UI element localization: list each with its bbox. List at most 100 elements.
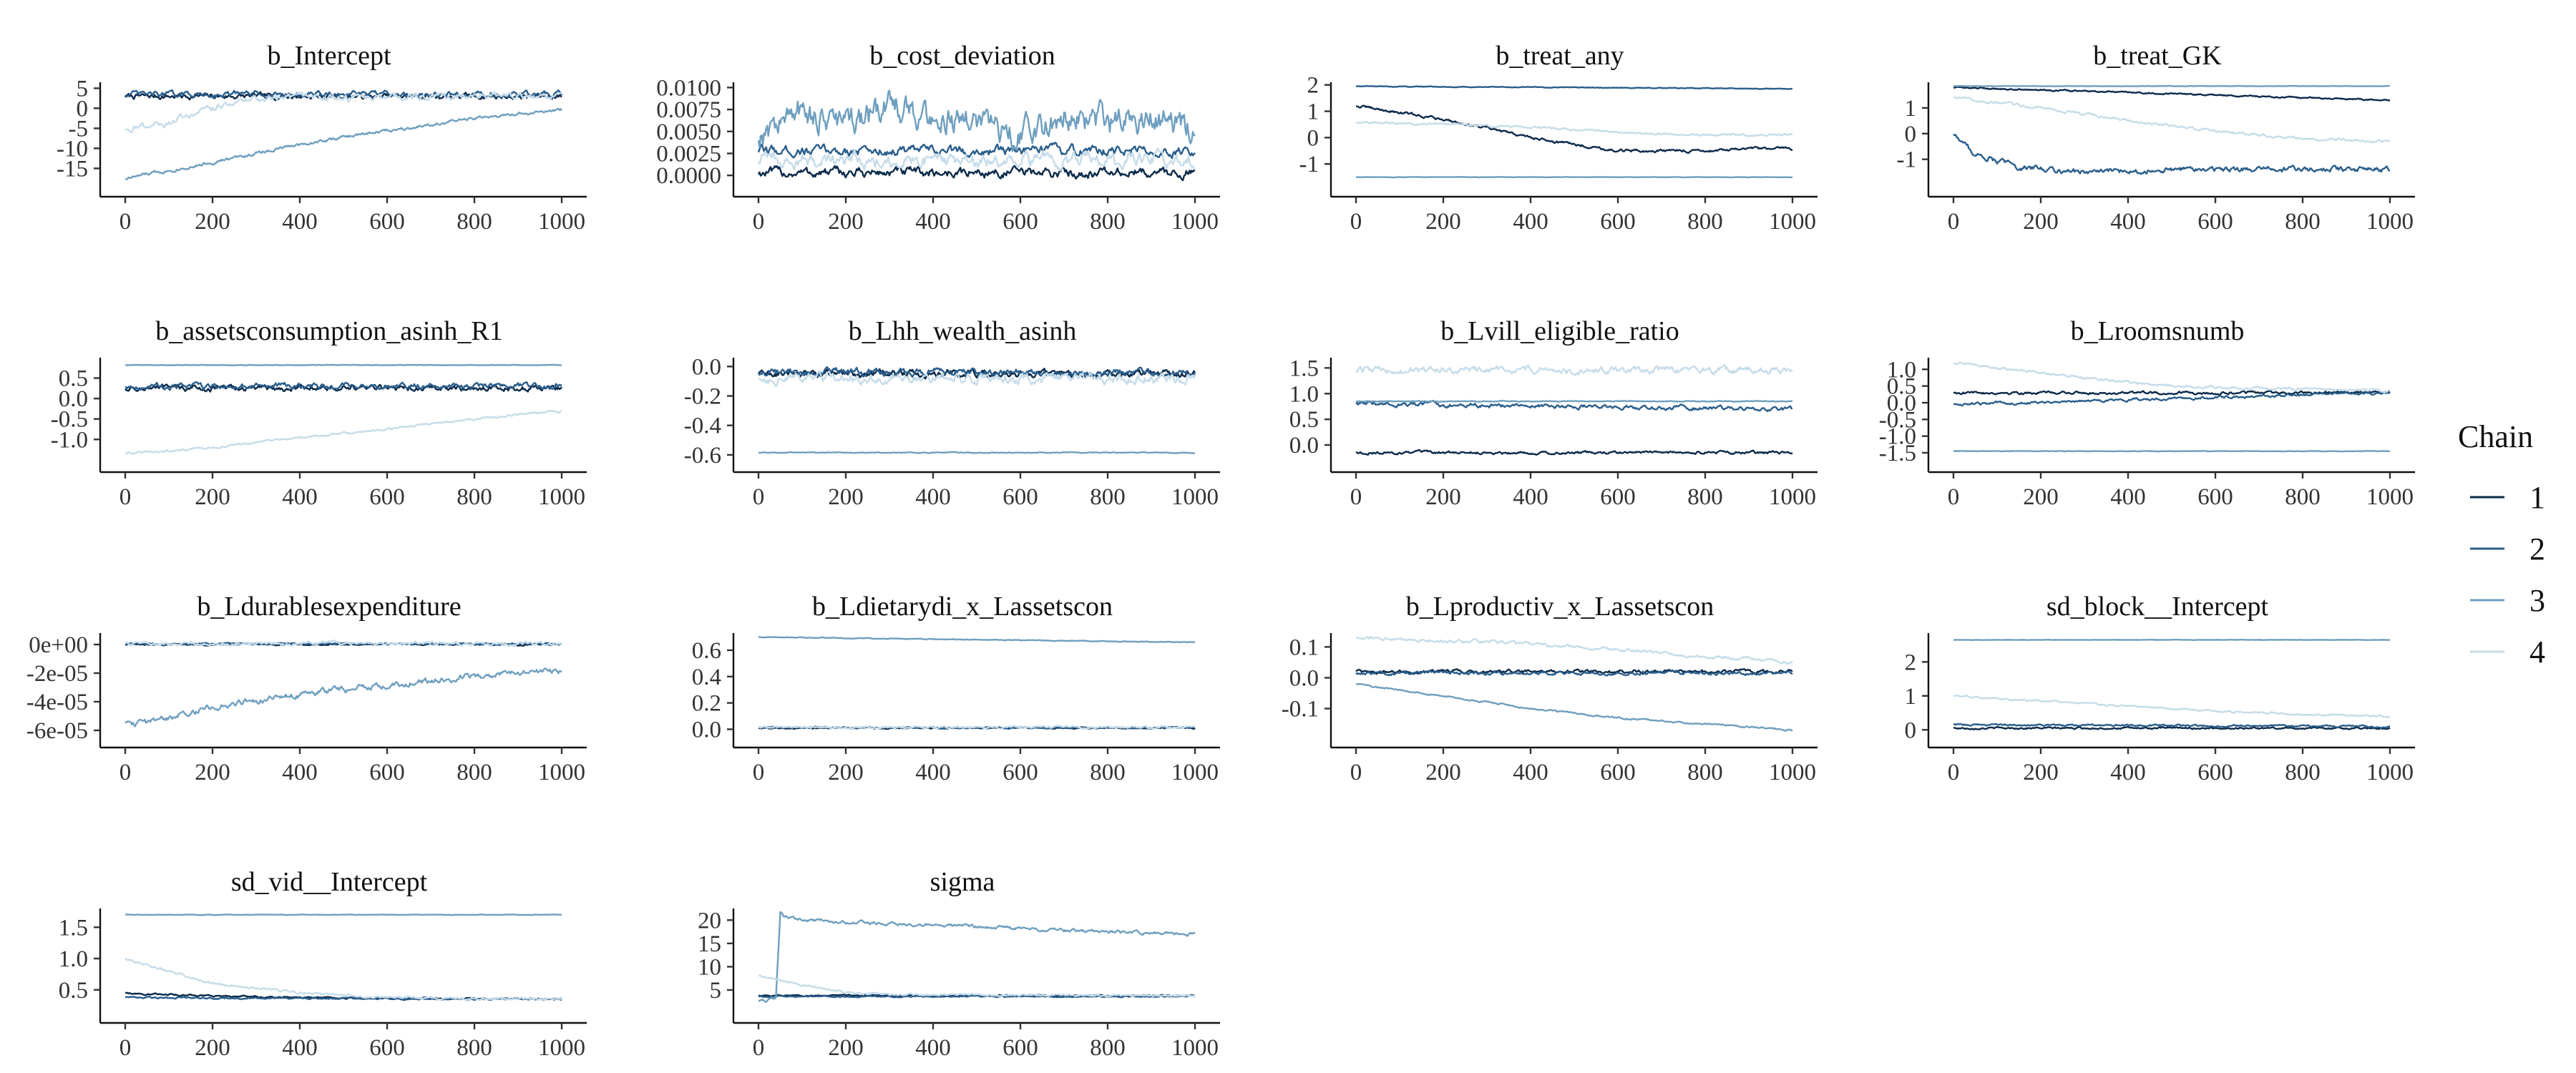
chain-4-trace [1953, 96, 2391, 144]
legend-title: Chain [2458, 419, 2533, 454]
legend-label-chain-1: 1 [2529, 480, 2545, 515]
panel-title: sd_vid__Intercept [231, 867, 428, 897]
panel: b_Lproductiv_x_Lassetscon 0.1 0.0 -0.1 0 200 4… [1282, 592, 1818, 785]
y-tick-label: -2e-05 [26, 661, 88, 687]
x-tick-label: 800 [1687, 209, 1723, 235]
x-tick-label: 200 [1425, 484, 1461, 510]
x-tick-label: 1000 [1171, 209, 1219, 235]
y-tick-label: -0.5 [51, 407, 88, 433]
x-tick-label: 1000 [1171, 760, 1219, 785]
x-tick-label: 600 [2197, 484, 2233, 510]
chain-3-trace [125, 107, 562, 180]
chain-1-trace [1356, 104, 1793, 155]
y-tick-label: 1.0 [1289, 381, 1319, 407]
x-tick-label: 400 [1513, 760, 1548, 785]
y-tick-label: 0.0000 [656, 163, 721, 189]
chain-1-trace [757, 165, 1196, 182]
y-tick-label: 2 [1905, 650, 1917, 675]
y-tick-label: 15 [698, 931, 721, 957]
x-tick-label: 200 [2023, 760, 2059, 785]
y-tick-label: 0 [1905, 122, 1917, 147]
x-tick-label: 0 [753, 484, 765, 510]
y-tick-label: -1 [1299, 152, 1319, 177]
y-tick-label: -0.5 [1879, 407, 1916, 433]
panel-title: b_Ldurablesexpenditure [197, 592, 461, 622]
x-tick-label: 200 [1425, 209, 1461, 235]
chain-4-trace [1953, 361, 2391, 393]
x-tick-label: 600 [369, 760, 405, 785]
x-tick-label: 400 [1513, 484, 1548, 510]
x-tick-label: 600 [1002, 484, 1038, 510]
x-tick-label: 1000 [538, 209, 585, 235]
chain-3-trace [758, 636, 1196, 644]
x-tick-label: 800 [457, 209, 492, 235]
chain-3-trace [125, 363, 562, 366]
x-tick-label: 200 [195, 760, 230, 785]
x-tick-label: 600 [1002, 209, 1038, 235]
chain-2-trace [1355, 669, 1793, 677]
x-tick-label: 600 [369, 484, 405, 510]
y-tick-label: -0.6 [684, 443, 721, 469]
y-tick-label: 0.0050 [656, 119, 721, 145]
chain-4-trace [1355, 364, 1793, 376]
y-tick-label: 0.0 [692, 717, 721, 743]
x-tick-label: 200 [828, 484, 864, 510]
x-tick-label: 200 [2023, 484, 2059, 510]
y-tick-label: -1.0 [51, 427, 88, 453]
panel: sd_vid__Intercept 1.5 1.0 0.5 0 200 400 600 800 1… [59, 867, 587, 1061]
x-tick-label: 400 [2110, 484, 2146, 510]
panel: b_cost_deviation 0.01000.00750.00500.0025… [656, 41, 1220, 235]
y-tick-label: 1.0 [1887, 357, 1916, 383]
x-tick-label: 800 [2285, 484, 2321, 510]
panel: b_Lvill_eligible_ratio 1.51.00.50.0 0 200 40… [1289, 316, 1818, 510]
x-tick-label: 800 [1090, 209, 1126, 235]
x-tick-label: 1000 [2366, 209, 2414, 235]
y-tick-label: -4e-05 [26, 690, 88, 715]
x-tick-label: 400 [2110, 760, 2146, 785]
chain-1-trace [1355, 449, 1793, 456]
x-tick-label: 1000 [538, 1035, 585, 1061]
y-tick-label: 1.0 [59, 946, 88, 972]
chain-4-trace [1355, 635, 1793, 665]
x-tick-label: 400 [915, 484, 951, 510]
chain-2-trace [1953, 391, 2391, 407]
x-tick-label: 400 [282, 484, 318, 510]
chain-3-trace [125, 667, 562, 727]
chain-4-trace [757, 147, 1196, 172]
x-tick-label: 200 [1425, 760, 1461, 785]
chain-3-trace [758, 911, 1196, 1003]
x-tick-label: 600 [2197, 760, 2233, 785]
y-tick-label: -6e-05 [26, 718, 88, 744]
y-tick-label: 0.6 [692, 638, 721, 664]
x-tick-label: 400 [915, 1035, 951, 1061]
panel: b_Ldurablesexpenditure 0e+00 -2e-05 -4e-05 -… [26, 592, 587, 785]
chain-4-trace [125, 640, 562, 647]
chain-4-trace [125, 957, 562, 1001]
y-tick-label: 0.5 [59, 978, 88, 1004]
x-tick-label: 0 [1948, 760, 1960, 785]
y-tick-label: -1 [1897, 147, 1917, 173]
x-tick-label: 0 [119, 760, 132, 785]
chain-2-trace [1355, 84, 1793, 90]
legend-items: 1 2 3 4 [2470, 480, 2545, 670]
x-tick-label: 1000 [538, 760, 585, 785]
x-tick-label: 600 [369, 1035, 405, 1061]
y-tick-label: -1.5 [1879, 441, 1916, 466]
y-tick-label: -0.2 [684, 384, 721, 410]
panel-title: b_Lroomsnumb [2071, 316, 2245, 346]
y-tick-label: 0.0 [1887, 391, 1916, 416]
chain-1-trace [1953, 725, 2391, 730]
y-tick-label: 1 [1905, 684, 1917, 710]
y-tick-label: -0.4 [684, 413, 721, 439]
x-tick-label: 1000 [1171, 1035, 1219, 1061]
x-tick-label: 200 [828, 209, 864, 235]
chain-2-trace [1355, 400, 1792, 413]
y-tick-label: 0.1 [1289, 635, 1319, 660]
y-tick-label: 0.5 [1887, 374, 1916, 400]
y-tick-label: 0.5 [1289, 407, 1319, 433]
x-tick-label: 600 [1600, 484, 1636, 510]
legend-label-chain-3: 3 [2529, 583, 2545, 618]
y-tick-label: -1.0 [1879, 424, 1916, 450]
